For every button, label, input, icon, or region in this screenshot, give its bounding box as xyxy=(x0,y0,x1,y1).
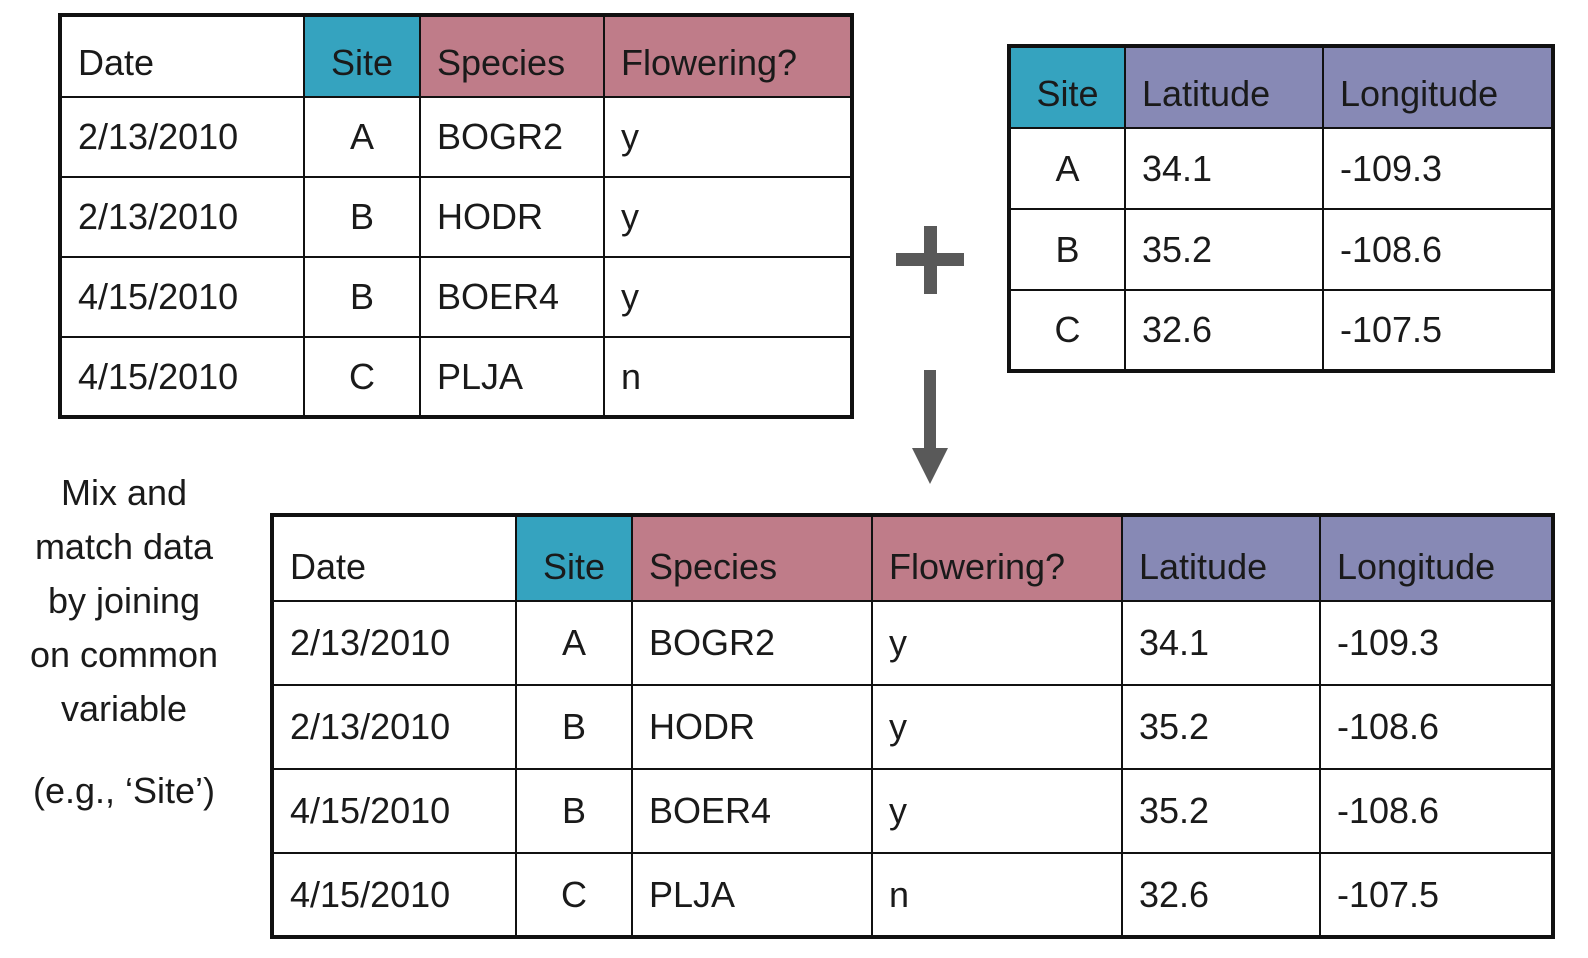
caption-line: on common xyxy=(29,634,219,675)
table-row: 4/15/2010 C PLJA n xyxy=(59,336,853,418)
cell-site: C xyxy=(1008,289,1126,372)
cell-latitude: 35.2 xyxy=(1121,768,1321,854)
cell-site: A xyxy=(1008,127,1126,210)
cell-longitude: -108.6 xyxy=(1322,208,1554,291)
sites-table: Site Latitude Longitude A 34.1 -109.3 B … xyxy=(1007,44,1555,373)
cell-species: BOGR2 xyxy=(631,600,873,686)
header-latitude: Latitude xyxy=(1124,45,1324,129)
cell-species: BOER4 xyxy=(631,768,873,854)
cell-longitude: -109.3 xyxy=(1322,127,1554,210)
cell-flowering: y xyxy=(871,600,1123,686)
cell-site: C xyxy=(303,336,421,418)
cell-latitude: 32.6 xyxy=(1124,289,1324,372)
caption-line: by joining xyxy=(47,580,201,621)
cell-longitude: -107.5 xyxy=(1319,852,1554,938)
caption-line: Mix and xyxy=(60,472,188,513)
header-site: Site xyxy=(303,14,421,98)
plus-icon xyxy=(896,226,964,294)
header-date: Date xyxy=(59,14,305,98)
header-species: Species xyxy=(631,514,873,602)
table-row: 4/15/2010 B BOER4 y 35.2 -108.6 xyxy=(271,768,1554,854)
cell-date: 2/13/2010 xyxy=(59,96,305,178)
cell-date: 4/15/2010 xyxy=(271,852,517,938)
header-longitude: Longitude xyxy=(1319,514,1554,602)
cell-site: C xyxy=(515,852,633,938)
cell-species: HODR xyxy=(631,684,873,770)
cell-longitude: -108.6 xyxy=(1319,684,1554,770)
cell-longitude: -108.6 xyxy=(1319,768,1554,854)
cell-species: PLJA xyxy=(419,336,605,418)
cell-latitude: 34.1 xyxy=(1121,600,1321,686)
cell-date: 2/13/2010 xyxy=(59,176,305,258)
cell-longitude: -107.5 xyxy=(1322,289,1554,372)
cell-site: B xyxy=(303,256,421,338)
cell-date: 4/15/2010 xyxy=(59,256,305,338)
header-row: Date Site Species Flowering? Latitude Lo… xyxy=(271,514,1554,602)
cell-longitude: -109.3 xyxy=(1319,600,1554,686)
header-latitude: Latitude xyxy=(1121,514,1321,602)
table-row: 2/13/2010 A BOGR2 y 34.1 -109.3 xyxy=(271,600,1554,686)
cell-flowering: y xyxy=(871,684,1123,770)
cell-flowering: y xyxy=(871,768,1123,854)
cell-date: 2/13/2010 xyxy=(271,684,517,770)
cell-species: BOER4 xyxy=(419,256,605,338)
header-species: Species xyxy=(419,14,605,98)
cell-date: 4/15/2010 xyxy=(271,768,517,854)
cell-flowering: y xyxy=(603,96,853,178)
cell-species: BOGR2 xyxy=(419,96,605,178)
cell-flowering: y xyxy=(603,176,853,258)
observations-table: Date Site Species Flowering? 2/13/2010 A… xyxy=(58,13,854,419)
cell-site: A xyxy=(303,96,421,178)
caption-line: match data xyxy=(34,526,214,567)
table-row: 4/15/2010 B BOER4 y xyxy=(59,256,853,338)
header-flowering: Flowering? xyxy=(603,14,853,98)
cell-latitude: 34.1 xyxy=(1124,127,1324,210)
cell-site: B xyxy=(303,176,421,258)
caption-line: variable xyxy=(60,688,188,729)
cell-site: B xyxy=(515,768,633,854)
header-row: Date Site Species Flowering? xyxy=(59,14,853,98)
cell-latitude: 32.6 xyxy=(1121,852,1321,938)
joined-table: Date Site Species Flowering? Latitude Lo… xyxy=(270,513,1555,939)
table-row: A 34.1 -109.3 xyxy=(1008,127,1554,210)
cell-date: 2/13/2010 xyxy=(271,600,517,686)
table-row: 2/13/2010 B HODR y xyxy=(59,176,853,258)
table-row: C 32.6 -107.5 xyxy=(1008,289,1554,372)
header-site: Site xyxy=(1008,45,1126,129)
header-site: Site xyxy=(515,514,633,602)
table-row: 4/15/2010 C PLJA n 32.6 -107.5 xyxy=(271,852,1554,938)
table-row: B 35.2 -108.6 xyxy=(1008,208,1554,291)
header-date: Date xyxy=(271,514,517,602)
join-caption: Mix and match data by joining on common … xyxy=(0,466,248,818)
cell-latitude: 35.2 xyxy=(1124,208,1324,291)
cell-flowering: n xyxy=(871,852,1123,938)
header-longitude: Longitude xyxy=(1322,45,1554,129)
arrow-down-icon xyxy=(912,370,948,484)
cell-site: B xyxy=(1008,208,1126,291)
cell-site: B xyxy=(515,684,633,770)
cell-latitude: 35.2 xyxy=(1121,684,1321,770)
cell-species: HODR xyxy=(419,176,605,258)
table-row: 2/13/2010 A BOGR2 y xyxy=(59,96,853,178)
caption-example: (e.g., ‘Site’) xyxy=(32,770,216,811)
header-row: Site Latitude Longitude xyxy=(1008,45,1554,129)
cell-species: PLJA xyxy=(631,852,873,938)
cell-flowering: n xyxy=(603,336,853,418)
header-flowering: Flowering? xyxy=(871,514,1123,602)
cell-site: A xyxy=(515,600,633,686)
cell-date: 4/15/2010 xyxy=(59,336,305,418)
cell-flowering: y xyxy=(603,256,853,338)
table-row: 2/13/2010 B HODR y 35.2 -108.6 xyxy=(271,684,1554,770)
